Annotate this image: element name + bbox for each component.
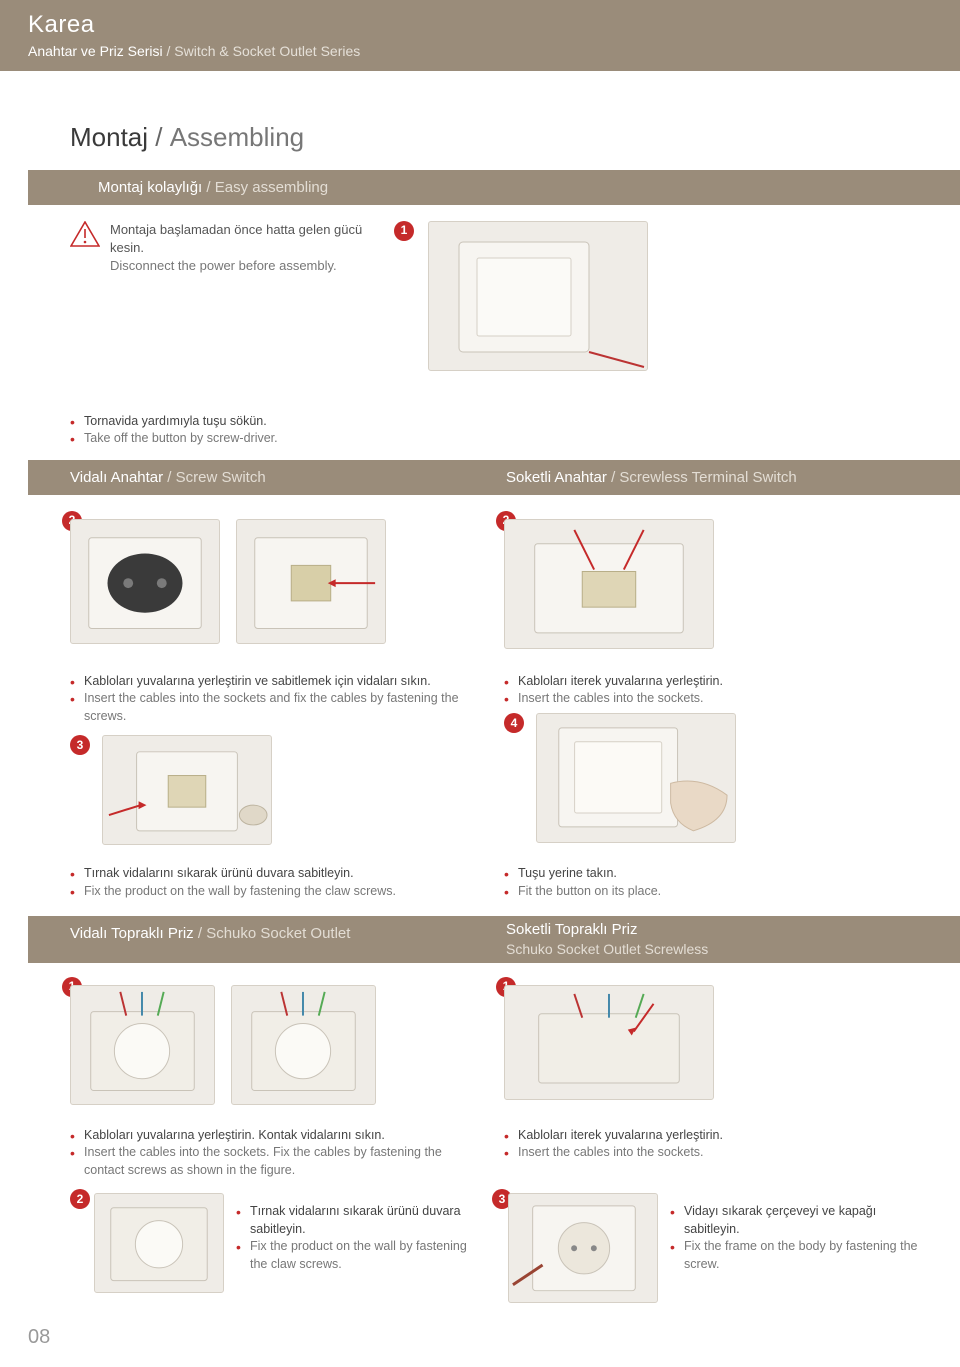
socket-frame-icon [95,1194,223,1292]
schuko-en: Schuko Socket Outlet [206,925,350,942]
schuko-screwless-step3-img [508,1193,658,1303]
schuko-screwless-step3-tr: Vidayı sıkarak çerçeveyi ve kapağı sabit… [670,1203,932,1238]
step-1-badge: 1 [394,221,414,241]
frame-screw-icon [509,1194,657,1303]
screw-step2-img-a [70,519,220,644]
content-block-1: Montaja başlamadan önce hatta gelen gücü… [0,205,960,448]
step34-text-row: Tırnak vidalarını sıkarak ürünü duvara s… [0,845,960,900]
schuko-outlet-icon-b [232,986,375,1104]
screw-switch-tr: Vidalı Anahtar [70,469,163,486]
screwless-step2-img [504,519,714,649]
screwless-switch-en: Screwless Terminal Switch [619,469,796,486]
socket-module-icon [71,520,219,643]
step2-images-row: 2 [0,495,960,649]
warning-en: Disconnect the power before assembly. [110,257,370,275]
schuko-step1-tr: Kabloları yuvalarına yerleştirin. Kontak… [70,1127,480,1145]
schuko-step1-img-a [70,985,215,1105]
product-title: Karea [28,8,932,42]
warning-tr: Montaja başlamadan önce hatta gelen gücü… [110,221,370,257]
schuko-step1-en: Insert the cables into the sockets. Fix … [70,1144,480,1179]
screwless-switch-tr: Soketli Anahtar [506,469,607,486]
screwless-step4-img [536,713,736,843]
screwless-step2-tr: Kabloları iterek yuvalarına yerleştirin. [504,673,932,691]
screw-step3-tr: Tırnak vidalarını sıkarak ürünü duvara s… [70,865,480,883]
screwless-step4-badge: 4 [504,713,524,733]
schuko-step2-en: Fix the product on the wall by fastening… [236,1238,480,1273]
screw-step2-notes: Kabloları yuvalarına yerleştirin ve sabi… [70,673,480,726]
section-heading: Montaj / Assembling [70,119,960,155]
subtitle-sep: / [163,43,175,59]
header-band: Karea Anahtar ve Priz Serisi / Switch & … [0,0,960,71]
schuko-step1-text: Kabloları yuvalarına yerleştirin. Kontak… [0,1105,960,1180]
schuko-step1-img-b [231,985,376,1105]
schuko-step2-notes: Tırnak vidalarını sıkarak ürünü duvara s… [236,1203,480,1273]
warning-icon [70,221,100,247]
heading-tr: Montaj [70,122,148,152]
switch-product-icon [429,222,649,372]
schuko-screwless-step1-en: Insert the cables into the sockets. [504,1144,932,1162]
screw-switch-en: Screw Switch [176,469,266,486]
easy-sep: / [202,179,215,196]
schuko-screwless-stripe: Soketli Topraklı Priz Schuko Socket Outl… [464,916,960,963]
schuko-step2-tr: Tırnak vidalarını sıkarak ürünü duvara s… [236,1203,480,1238]
switch-type-stripe-row: Vidalı Anahtar / Screw Switch Soketli An… [28,460,960,495]
subtitle-en: Switch & Socket Outlet Series [174,43,360,59]
schuko-screwless-step3-en: Fix the frame on the body by fastening t… [670,1238,932,1273]
screwless-step4-tr: Tuşu yerine takın. [504,865,932,883]
heading-sep: / [148,122,170,152]
screw-step2-img-b [236,519,386,644]
easy-assembling-stripe: Montaj kolaylığı / Easy assembling [0,170,960,205]
subtitle-tr: Anahtar ve Priz Serisi [28,43,163,59]
screw-switch-stripe: Vidalı Anahtar / Screw Switch [28,460,464,495]
screw-step2-tr: Kabloları yuvalarına yerleştirin ve sabi… [70,673,480,691]
screw-step3-notes: Tırnak vidalarını sıkarak ürünü duvara s… [70,865,480,900]
screwless-step2-notes: Kabloları iterek yuvalarına yerleştirin.… [504,673,932,708]
screw-step2-en: Insert the cables into the sockets and f… [70,690,480,725]
product-subtitle: Anahtar ve Priz Serisi / Switch & Socket… [28,42,932,62]
screw-step3-badge: 3 [70,735,90,755]
heading-en: Assembling [170,122,304,152]
screwless-step4-en: Fit the button on its place. [504,883,932,901]
screwless-switch-stripe: Soketli Anahtar / Screwless Terminal Swi… [464,460,960,495]
page-number: 08 [28,1323,960,1351]
schuko-screwless-step3-notes: Vidayı sıkarak çerçeveyi ve kapağı sabit… [670,1203,932,1273]
schuko-stripe: Vidalı Topraklı Priz / Schuko Socket Out… [28,916,464,963]
claw-screw-icon [103,736,271,845]
schuko-screwless-step1-img [504,985,714,1100]
schuko-step1-notes: Kabloları yuvalarına yerleştirin. Kontak… [70,1127,480,1180]
schuko-screwless-step1-notes: Kabloları iterek yuvalarına yerleştirin.… [504,1127,932,1162]
screwless-outlet-icon [505,986,713,1100]
screwless-step2-en: Insert the cables into the sockets. [504,690,932,708]
step1-tr: Tornavida yardımıyla tuşu sökün. [70,413,470,431]
schuko-step2-badge: 2 [70,1189,90,1209]
button-fit-icon [537,714,735,843]
schuko-stripe-row: Vidalı Topraklı Priz / Schuko Socket Out… [28,916,960,963]
easy-tr: Montaj kolaylığı [98,179,202,196]
step1-notes: Tornavida yardımıyla tuşu sökün. Take of… [70,413,470,448]
schuko-screwless-step1-tr: Kabloları iterek yuvalarına yerleştirin. [504,1127,932,1145]
assembly-img-1 [428,221,648,371]
schuko-step2-img [94,1193,224,1293]
step34-images-row: 3 4 [0,725,960,845]
easy-en: Easy assembling [215,179,328,196]
schuko-screwless-tr: Soketli Topraklı Priz [506,919,960,940]
screw-step3-en: Fix the product on the wall by fastening… [70,883,480,901]
schuko-outlet-icon [71,986,214,1104]
schuko-step23-row: 2 Tırnak vidalarını sıkarak ürünü duvara… [0,1179,960,1303]
terminal-icon [237,520,385,643]
schuko-tr: Vidalı Topraklı Priz [70,925,194,942]
screwless-terminal-icon [505,520,713,649]
schuko-step1-images: 1 [0,963,960,1105]
schuko-screwless-en: Schuko Socket Outlet Screwless [506,940,960,960]
screwless-step4-notes: Tuşu yerine takın. Fit the button on its… [504,865,932,900]
step1-en: Take off the button by screw-driver. [70,430,470,448]
warning-row: Montaja başlamadan önce hatta gelen gücü… [70,221,370,276]
screw-step3-img [102,735,272,845]
